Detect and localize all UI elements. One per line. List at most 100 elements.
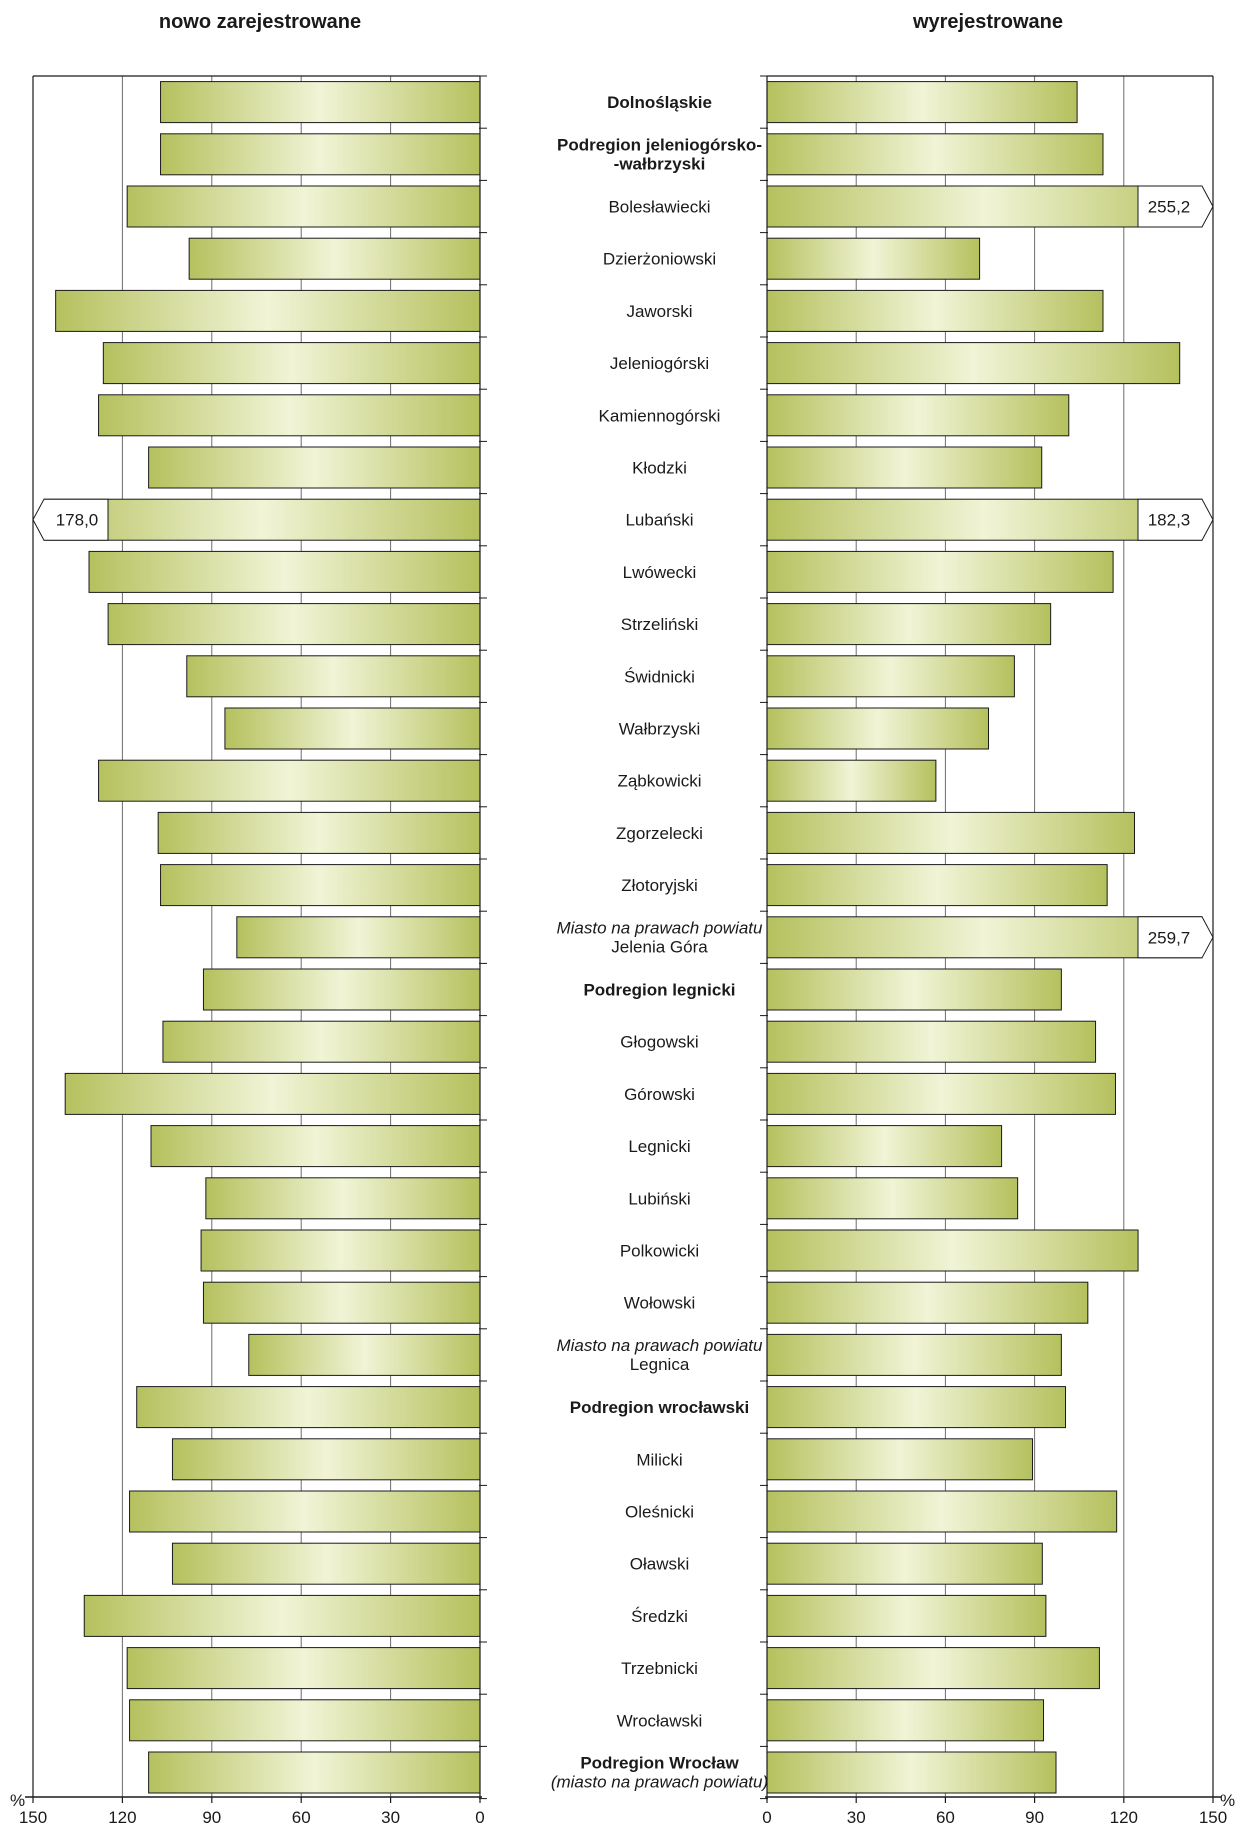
right-bar (766, 550, 1114, 593)
left-bar (148, 446, 481, 489)
right-bar (766, 864, 1108, 907)
left-tick-label: 30 (381, 1808, 400, 1827)
left-bar (136, 1386, 481, 1429)
category-label: Bolesławiecki (608, 198, 710, 217)
right-overflow-value: 255,2 (1148, 198, 1191, 217)
right-tick-label: 120 (1110, 1808, 1138, 1827)
left-bar (162, 1020, 481, 1063)
category-label: Trzebnicki (621, 1659, 698, 1678)
right-bar (766, 342, 1181, 385)
right-bar (766, 1125, 1003, 1168)
right-bar (766, 237, 981, 280)
left-overflow-tag (32, 498, 109, 541)
right-bar (766, 707, 990, 750)
left-bar (88, 550, 481, 593)
category-label: Dolnośląskie (607, 93, 712, 112)
right-bar (766, 1177, 1019, 1220)
right-bar (766, 1490, 1118, 1533)
category-label: Kamiennogórski (599, 406, 721, 425)
category-label: Lwówecki (623, 563, 697, 582)
left-bar (126, 185, 481, 228)
left-panel-title: nowo zarejestrowane (159, 11, 361, 33)
left-bar (107, 603, 481, 646)
left-bar (129, 1490, 481, 1533)
left-tick-label: 150 (19, 1808, 47, 1827)
right-tick-label: 90 (1025, 1808, 1044, 1827)
right-panel-title: wyrejestrowane (912, 11, 1063, 33)
category-label: Oleśnicki (625, 1503, 694, 1522)
right-bar (766, 1020, 1097, 1063)
category-label: Jeleniogórski (610, 354, 709, 373)
left-bar (205, 1177, 481, 1220)
right-tick-label: 30 (847, 1808, 866, 1827)
left-bar (102, 342, 481, 385)
category-label: Podregion legnicki (583, 981, 735, 1000)
right-tick-label: 60 (936, 1808, 955, 1827)
right-bar (766, 1542, 1043, 1585)
category-label: Lubiński (628, 1189, 690, 1208)
category-label: Oławski (630, 1555, 690, 1574)
left-unit-label: % (10, 1791, 25, 1810)
category-label: Wrocławski (617, 1711, 703, 1730)
category-label: Podregion wrocławski (570, 1398, 750, 1417)
category-label: Podregion jeleniogórsko- (557, 135, 762, 154)
right-bar (766, 1699, 1045, 1742)
right-bar (766, 759, 937, 802)
category-label: Lubański (625, 511, 693, 530)
right-bar (766, 603, 1052, 646)
right-bar (766, 968, 1062, 1011)
category-label: Legnicki (628, 1137, 690, 1156)
left-bar (171, 1542, 481, 1585)
left-tick-label: 60 (292, 1808, 311, 1827)
left-bar (148, 1751, 481, 1794)
right-overflow-tag (1137, 498, 1214, 541)
category-label: Kłodzki (632, 459, 687, 478)
category-label: Świdnicki (624, 667, 695, 686)
category-label-line2: (miasto na prawach powiatu) (551, 1773, 768, 1792)
right-tick-label: 150 (1199, 1808, 1227, 1827)
right-bar (766, 1438, 1034, 1481)
left-bar (64, 1072, 481, 1115)
left-bar (202, 968, 481, 1011)
category-label: Wałbrzyski (619, 720, 701, 739)
left-bar (98, 394, 481, 437)
left-bar (160, 133, 481, 176)
right-bar (766, 1751, 1057, 1794)
right-overflow-tag (1137, 185, 1214, 228)
category-label: Miasto na prawach powiatu (556, 1336, 763, 1355)
category-label: Polkowicki (620, 1242, 699, 1261)
category-label: Milicki (636, 1450, 682, 1469)
category-label-line2: -wałbrzyski (614, 154, 706, 173)
right-bar (766, 133, 1104, 176)
left-bar (129, 1699, 481, 1742)
left-bar (248, 1333, 481, 1376)
category-label: Wołowski (624, 1294, 695, 1313)
category-label: Podregion Wrocław (580, 1754, 739, 1773)
right-bar (766, 1594, 1047, 1637)
left-bar (188, 237, 481, 280)
left-bar (98, 759, 481, 802)
left-bar (157, 811, 481, 854)
right-bar (766, 655, 1015, 698)
left-bar (150, 1125, 481, 1168)
category-label-line2: Legnica (630, 1355, 690, 1374)
category-label: Dzierżoniowski (603, 250, 716, 269)
left-bar (43, 498, 481, 541)
left-bar (160, 81, 481, 124)
right-bar (766, 1072, 1116, 1115)
right-bar (766, 446, 1043, 489)
right-bar (766, 81, 1078, 124)
right-overflow-tag (1137, 916, 1214, 959)
right-bar (766, 811, 1136, 854)
right-unit-label: % (1220, 1791, 1235, 1810)
right-bar (766, 498, 1203, 541)
category-label: Głogowski (620, 1033, 698, 1052)
axes-group: 0 0 30 30 60 60 90 90 120 120 150 150 (19, 75, 1227, 1827)
category-label: Złotoryjski (621, 876, 698, 895)
left-tick-label: 90 (202, 1808, 221, 1827)
right-bar (766, 1647, 1100, 1690)
left-bar (83, 1594, 481, 1637)
category-label: Strzeliński (621, 615, 698, 634)
category-label: Ząbkowicki (617, 772, 701, 791)
